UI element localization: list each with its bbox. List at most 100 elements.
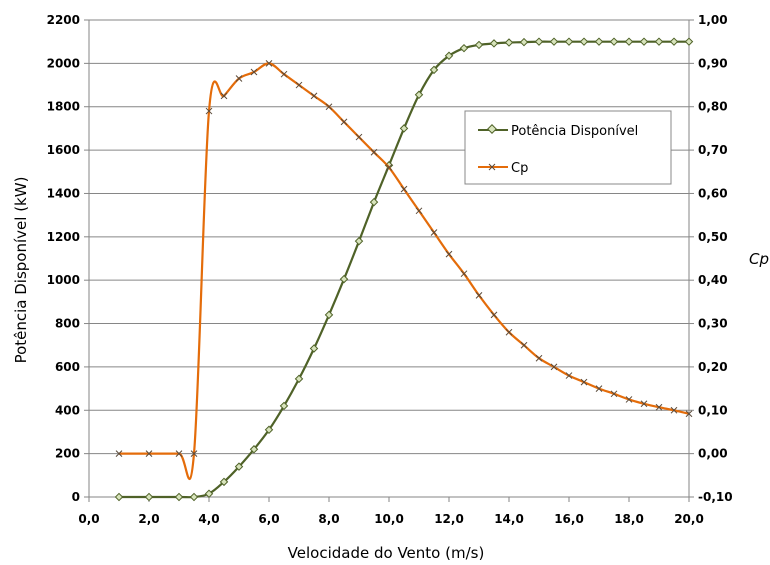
legend-label-cp: Cp [511, 161, 528, 176]
data-point [475, 292, 483, 299]
data-point [580, 378, 588, 386]
data-point [234, 462, 244, 471]
data-point [175, 450, 183, 457]
y-tick-label: 2200 [47, 13, 80, 27]
x-tick-label: 20,0 [674, 512, 704, 526]
data-point [670, 406, 678, 414]
data-point [279, 401, 289, 411]
x-tick-label: 12,0 [434, 512, 464, 526]
data-point [489, 39, 499, 48]
y2-tick-label: 0,50 [698, 230, 728, 244]
y2-axis-title: Cp [749, 250, 769, 268]
data-point [579, 37, 589, 46]
data-point [235, 75, 243, 82]
data-point [204, 489, 214, 498]
y-tick-label: 1600 [47, 143, 80, 157]
legend: Potência Disponível Cp [464, 110, 672, 185]
y2-axis-ticks: -0,10 0,00 0,10 0,20 0,30 0,40 0,50 0,60 0,70 0,8… [689, 13, 733, 504]
data-point [444, 51, 454, 61]
data-point [415, 207, 423, 215]
y-axis-title: Potência Disponível (kW) [12, 177, 30, 364]
y2-tick-label: 0,90 [698, 56, 728, 70]
data-point [520, 341, 528, 349]
data-point [340, 118, 348, 126]
data-point [385, 164, 393, 171]
axes [88, 20, 690, 498]
legend-marker-cp [488, 163, 496, 171]
data-point [595, 385, 603, 392]
y-tick-label: 0 [72, 490, 80, 504]
y2-tick-label: -0,10 [698, 490, 733, 504]
data-point [685, 410, 693, 418]
series-line [119, 40, 689, 499]
legend-box [464, 110, 672, 185]
y2-tick-label: 0,70 [698, 143, 728, 157]
data-point [264, 425, 274, 435]
data-point [459, 43, 469, 53]
data-point [145, 450, 153, 457]
data-point [550, 363, 558, 371]
y2-tick-label: 0,00 [698, 447, 728, 461]
data-point [354, 236, 364, 246]
data-point [309, 344, 319, 353]
x-tick-label: 16,0 [554, 512, 584, 526]
y2-tick-label: 0,80 [698, 100, 728, 114]
y2-tick-label: 0,20 [698, 360, 728, 374]
data-point [639, 37, 649, 46]
data-point [339, 274, 349, 284]
y-tick-label: 200 [55, 447, 80, 461]
data-point [294, 374, 304, 384]
y-tick-label: 1200 [47, 230, 80, 244]
data-point [325, 103, 333, 111]
x-tick-label: 0,0 [78, 512, 99, 526]
y2-tick-label: 0,40 [698, 273, 728, 287]
data-point [610, 390, 618, 398]
series-layer [114, 37, 694, 502]
data-point [324, 310, 334, 320]
data-point [189, 492, 199, 502]
x-tick-label: 2,0 [138, 512, 159, 526]
y2-tick-label: 0,60 [698, 186, 728, 200]
data-point [249, 445, 259, 454]
data-point [655, 403, 663, 411]
data-point [174, 492, 184, 502]
data-point [369, 197, 379, 207]
legend-label-potencia: Potência Disponível [511, 124, 638, 139]
y2-tick-label: 0,30 [698, 317, 728, 331]
y-tick-label: 1800 [47, 100, 80, 114]
data-point [624, 37, 634, 46]
series-potencia [114, 37, 694, 502]
y-tick-label: 1000 [47, 273, 80, 287]
data-point [265, 60, 273, 67]
data-point [445, 250, 453, 258]
y2-tick-label: 1,00 [698, 13, 728, 27]
data-point [564, 37, 574, 46]
x-tick-label: 6,0 [258, 512, 279, 526]
gridlines [89, 19, 689, 455]
data-point [250, 68, 258, 76]
data-point [399, 124, 409, 133]
data-point [114, 492, 124, 502]
y-tick-label: 2000 [47, 56, 80, 70]
data-point [519, 37, 529, 47]
data-point [355, 133, 363, 141]
x-tick-label: 8,0 [318, 512, 339, 526]
data-point [310, 92, 318, 100]
data-point [504, 38, 514, 47]
data-point [505, 328, 513, 336]
data-point [609, 37, 619, 46]
data-point [460, 270, 468, 278]
x-tick-label: 10,0 [374, 512, 404, 526]
data-point [384, 161, 394, 170]
data-point [565, 372, 573, 379]
data-point [115, 450, 123, 457]
data-point [190, 450, 198, 457]
legend-marker-potencia [487, 124, 497, 134]
data-point [430, 229, 438, 236]
x-axis-title: Velocidade do Vento (m/s) [288, 544, 485, 562]
y-tick-label: 800 [55, 317, 80, 331]
x-axis-ticks: 0,0 2,0 4,0 6,0 8,0 10,0 12,0 14,0 16,0 18,0 20,0 [78, 497, 704, 526]
data-point [654, 37, 664, 46]
data-point [219, 477, 229, 487]
